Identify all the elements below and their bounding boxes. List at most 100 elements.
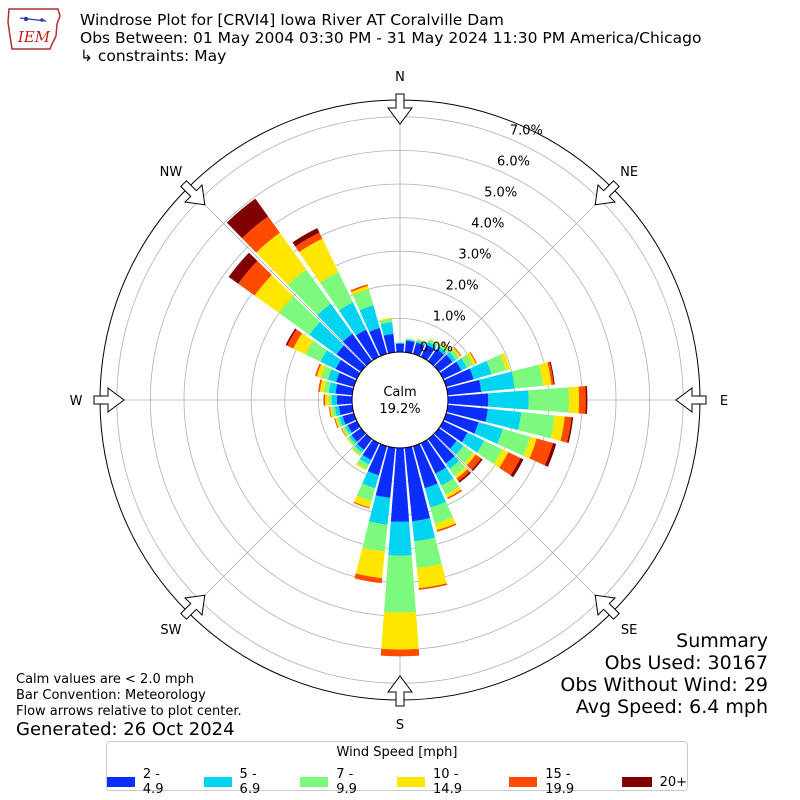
compass-label: S bbox=[396, 718, 404, 733]
iem-logo: IEM bbox=[7, 8, 61, 50]
wind-bar-segment bbox=[412, 443, 438, 489]
flow-arrow-icon bbox=[594, 594, 620, 620]
wind-bar-segment bbox=[323, 381, 331, 393]
radial-tick-label: 1.0% bbox=[433, 310, 466, 325]
wind-bar-segment bbox=[353, 501, 370, 509]
wind-bar-segment bbox=[319, 271, 353, 311]
wind-bar-segment bbox=[254, 274, 294, 314]
legend-item: 5 - 6.9 bbox=[203, 767, 279, 797]
wind-bar-segment bbox=[479, 371, 515, 392]
wind-bar-segment bbox=[341, 427, 348, 437]
wind-bar-segment bbox=[435, 467, 454, 486]
wind-bar-segment bbox=[362, 439, 380, 460]
wind-bar-segment bbox=[420, 439, 446, 474]
wind-bar-segment bbox=[499, 452, 521, 476]
calm-value: 19.2% bbox=[379, 402, 420, 417]
wind-bar-segment bbox=[380, 322, 394, 336]
wind-bar-segment bbox=[287, 269, 331, 316]
wind-bar-segment bbox=[359, 305, 380, 332]
wind-bar-segment bbox=[379, 318, 393, 325]
wind-bar-segment bbox=[436, 346, 447, 355]
wind-bar-segment bbox=[352, 289, 374, 311]
wind-bar-segment bbox=[388, 521, 412, 556]
wind-bar-segment bbox=[355, 463, 367, 471]
summary-title: Summary bbox=[676, 630, 768, 652]
wind-bar-segment bbox=[319, 380, 326, 393]
note-calm-definition: Calm values are < 2.0 mph bbox=[16, 672, 195, 687]
wind-bar-segment bbox=[357, 434, 372, 450]
wind-bar-segment bbox=[416, 340, 426, 346]
logo-dot bbox=[23, 16, 29, 22]
chart-subtitle: Obs Between: 01 May 2004 03:30 PM - 31 M… bbox=[80, 29, 702, 47]
wind-bar-segment bbox=[486, 354, 507, 375]
wind-bar-segment bbox=[316, 364, 326, 378]
wind-bar-segment bbox=[445, 486, 462, 498]
legend-title: Wind Speed [mph] bbox=[336, 745, 458, 760]
wind-bar-segment bbox=[354, 573, 383, 584]
wind-bar-segment bbox=[458, 471, 472, 483]
wind-bar-segment bbox=[331, 394, 338, 406]
wind-bar-segment bbox=[305, 340, 328, 362]
wind-bar-segment bbox=[328, 407, 332, 418]
wind-bar-segment bbox=[336, 345, 366, 372]
wind-bar-segment bbox=[439, 361, 462, 380]
compass-label: E bbox=[720, 394, 728, 409]
wind-bar-segment bbox=[429, 338, 439, 345]
legend-items: 2 - 4.9 5 - 6.9 7 - 9.9 10 - 14.9 15 - 19.9 2… bbox=[107, 767, 687, 797]
note-flow-arrows: Flow arrows relative to plot center. bbox=[16, 704, 242, 719]
wind-bar-segment bbox=[485, 408, 522, 431]
wind-bar-segment bbox=[568, 386, 580, 414]
wind-bar-segment bbox=[292, 228, 320, 247]
wind-bar-segment bbox=[447, 393, 489, 407]
wind-bar-segment bbox=[493, 449, 509, 468]
wind-bar-segment bbox=[287, 329, 303, 349]
wind-bar-segment bbox=[406, 338, 416, 341]
legend-label: 20+ bbox=[659, 774, 687, 790]
legend-label: 5 - 6.9 bbox=[239, 767, 261, 797]
wind-bar-segment bbox=[351, 448, 361, 457]
generated-date: Generated: 26 Oct 2024 bbox=[16, 719, 235, 740]
wind-bar-segment bbox=[351, 285, 369, 296]
arrow-shape bbox=[387, 93, 413, 125]
wind-bar-segment bbox=[430, 501, 453, 524]
wind-bar-segment bbox=[343, 333, 372, 366]
wind-bar-segment bbox=[338, 404, 354, 416]
wind-bar-segment bbox=[331, 406, 337, 418]
compass-label: N bbox=[395, 70, 405, 85]
grid-spoke bbox=[433, 187, 613, 367]
wind-bar-segment bbox=[395, 342, 405, 344]
wind-bar-segment bbox=[369, 495, 391, 525]
wind-bar-segment bbox=[497, 428, 531, 456]
wind-bar-segment bbox=[404, 446, 431, 522]
wind-bar-segment bbox=[446, 404, 488, 422]
wind-bar-segment bbox=[544, 442, 557, 467]
wind-bar-segment bbox=[328, 382, 338, 394]
grid-spoke bbox=[187, 433, 367, 613]
wind-bar-segment bbox=[362, 471, 379, 489]
grid-spoke bbox=[187, 187, 367, 367]
radial-tick-label: 6.0% bbox=[497, 154, 530, 169]
wind-bar-segment bbox=[323, 394, 326, 406]
wind-bar-segment bbox=[464, 452, 476, 466]
arrow-shape bbox=[387, 675, 413, 707]
legend-item: 15 - 19.9 bbox=[509, 767, 599, 797]
wind-bar-segment bbox=[416, 563, 447, 589]
wind-bar-segment bbox=[510, 457, 524, 478]
wind-bar-segment bbox=[414, 537, 442, 569]
wind-bar-segment bbox=[446, 379, 482, 396]
grid-spoke bbox=[433, 433, 613, 613]
wind-bar-segment bbox=[466, 454, 482, 470]
wind-bar-segment bbox=[335, 417, 341, 428]
radial-tick-label: 7.0% bbox=[510, 123, 543, 138]
wind-bar-segment bbox=[375, 446, 396, 498]
legend-swatch bbox=[509, 777, 538, 787]
wind-bar-segment bbox=[438, 343, 449, 353]
wind-bar-segment bbox=[426, 341, 437, 350]
wind-bar-segment bbox=[335, 383, 354, 396]
legend-label: 10 - 14.9 bbox=[433, 767, 462, 797]
wind-bar-segment bbox=[461, 432, 485, 453]
wind-bar-segment bbox=[412, 342, 425, 357]
wind-bar-segment bbox=[381, 612, 419, 650]
legend-swatch bbox=[397, 777, 426, 787]
